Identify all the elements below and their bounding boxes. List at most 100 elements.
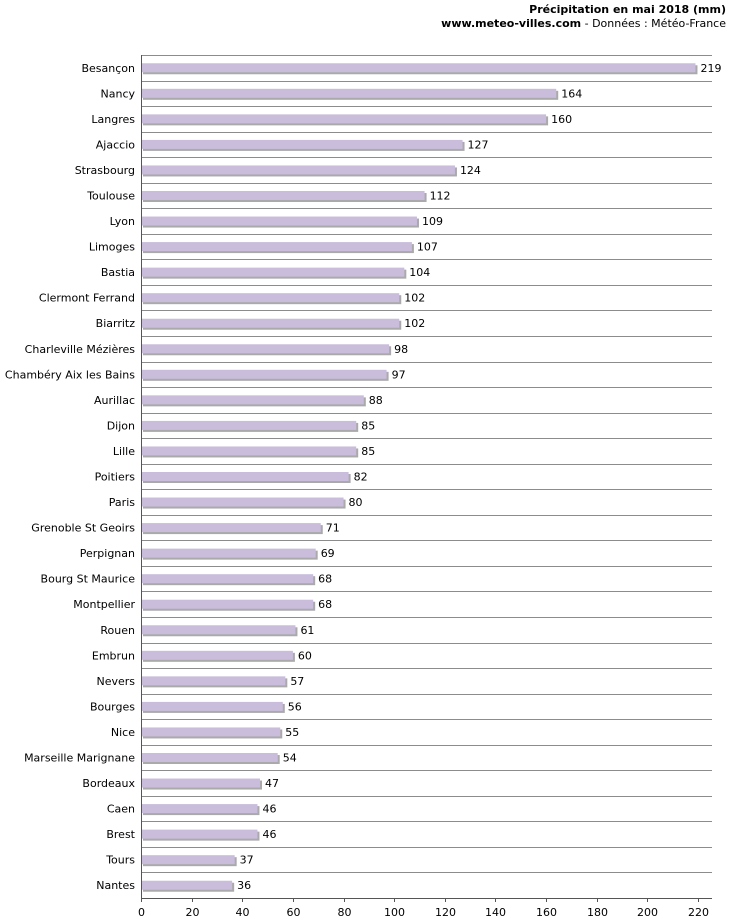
bar-dijon — [142, 420, 357, 430]
category-label: Grenoble St Geoirs — [31, 522, 135, 535]
bar-perpignan — [142, 548, 316, 558]
bar-caen — [142, 804, 258, 814]
x-tick-label: 200 — [637, 906, 658, 919]
value-label: 55 — [285, 726, 299, 739]
x-tick-label: 100 — [384, 906, 405, 919]
value-label: 37 — [240, 854, 254, 867]
value-label: 46 — [262, 803, 276, 816]
bar-tours — [142, 855, 235, 865]
category-label: Nantes — [96, 879, 135, 892]
value-label: 104 — [409, 266, 430, 279]
value-label: 57 — [290, 675, 304, 688]
category-label: Paris — [109, 496, 135, 509]
x-tick-label: 60 — [287, 906, 301, 919]
bar-nice — [142, 727, 281, 737]
value-label: 102 — [404, 292, 425, 305]
bar-aurillac — [142, 395, 364, 405]
value-label: 68 — [318, 573, 332, 586]
value-label: 109 — [422, 215, 443, 228]
value-label: 46 — [262, 828, 276, 841]
category-label: Aurillac — [94, 394, 135, 407]
value-label: 71 — [326, 522, 340, 535]
bar-bastia — [142, 267, 405, 277]
x-tick-label: 140 — [485, 906, 506, 919]
value-label: 61 — [300, 624, 314, 637]
value-label: 102 — [404, 317, 425, 330]
bar-paris — [142, 497, 344, 507]
bar-marseille-marignane — [142, 753, 278, 762]
bar-biarritz — [142, 318, 400, 328]
bar-embrun — [142, 650, 293, 660]
category-label: Poitiers — [95, 471, 136, 484]
subtitle-site: www.meteo-villes.com — [441, 17, 582, 30]
bar-bourges — [142, 701, 283, 711]
category-label: Nancy — [101, 87, 136, 100]
value-label: 36 — [237, 879, 251, 892]
value-label: 80 — [349, 496, 363, 509]
category-label: Brest — [106, 828, 135, 841]
bar-toulouse — [142, 191, 425, 200]
bar-limoges — [142, 242, 412, 252]
category-label: Bordeaux — [82, 777, 135, 790]
bar-charleville-m-zi-res — [142, 344, 390, 354]
category-label: Tours — [105, 854, 135, 867]
value-label: 219 — [700, 62, 721, 75]
category-label: Bastia — [101, 266, 135, 279]
x-tick-label: 0 — [138, 906, 145, 919]
category-label: Bourg St Maurice — [41, 573, 136, 586]
bar-nevers — [142, 676, 286, 686]
x-tick-label: 160 — [536, 906, 557, 919]
bar-lyon — [142, 216, 417, 226]
category-label: Rouen — [100, 624, 135, 637]
value-label: 164 — [561, 87, 582, 100]
category-label: Charleville Mézières — [25, 343, 136, 356]
value-label: 85 — [361, 445, 375, 458]
value-label: 97 — [392, 368, 406, 381]
bar-strasbourg — [142, 165, 455, 175]
category-label: Limoges — [89, 241, 135, 254]
value-label: 82 — [354, 471, 368, 484]
value-label: 69 — [321, 547, 335, 560]
value-label: 112 — [430, 190, 451, 203]
category-label: Dijon — [107, 419, 135, 432]
bar-lille — [142, 446, 357, 456]
category-label: Perpignan — [80, 547, 135, 560]
value-label: 127 — [468, 138, 489, 151]
bar-bordeaux — [142, 778, 260, 788]
bar-grenoble-st-geoirs — [142, 523, 321, 533]
value-label: 98 — [394, 343, 408, 356]
value-label: 107 — [417, 241, 438, 254]
bar-montpellier — [142, 599, 314, 609]
bar-rouen — [142, 625, 296, 635]
value-label: 85 — [361, 419, 375, 432]
category-label: Lille — [113, 445, 135, 458]
category-label: Montpellier — [73, 598, 135, 611]
category-label: Nevers — [96, 675, 135, 688]
category-label: Marseille Marignane — [24, 752, 135, 765]
value-label: 160 — [551, 113, 572, 126]
bar-langres — [142, 114, 547, 124]
chart-subtitle: www.meteo-villes.com - Données : Météo-F… — [441, 17, 726, 30]
value-label: 88 — [369, 394, 383, 407]
x-tick-label: 20 — [186, 906, 200, 919]
bar-clermont-ferrand — [142, 293, 400, 303]
bar-chamb-ry-aix-les-bains — [142, 369, 387, 379]
category-label: Caen — [107, 803, 135, 816]
value-label: 56 — [288, 700, 302, 713]
category-label: Lyon — [110, 215, 135, 228]
bar-brest — [142, 829, 258, 839]
value-label: 54 — [283, 752, 297, 765]
bar-ajaccio — [142, 139, 463, 149]
x-tick-label: 120 — [435, 906, 456, 919]
bar-poitiers — [142, 472, 349, 481]
x-tick-label: 40 — [236, 906, 250, 919]
category-label: Strasbourg — [75, 164, 135, 177]
category-label: Langres — [91, 113, 135, 126]
x-tick-label: 180 — [587, 906, 608, 919]
category-label: Besançon — [81, 62, 135, 75]
chart-title: Précipitation en mai 2018 (mm) — [529, 3, 726, 16]
category-label: Nice — [111, 726, 135, 739]
value-label: 124 — [460, 164, 481, 177]
category-label: Clermont Ferrand — [39, 292, 135, 305]
